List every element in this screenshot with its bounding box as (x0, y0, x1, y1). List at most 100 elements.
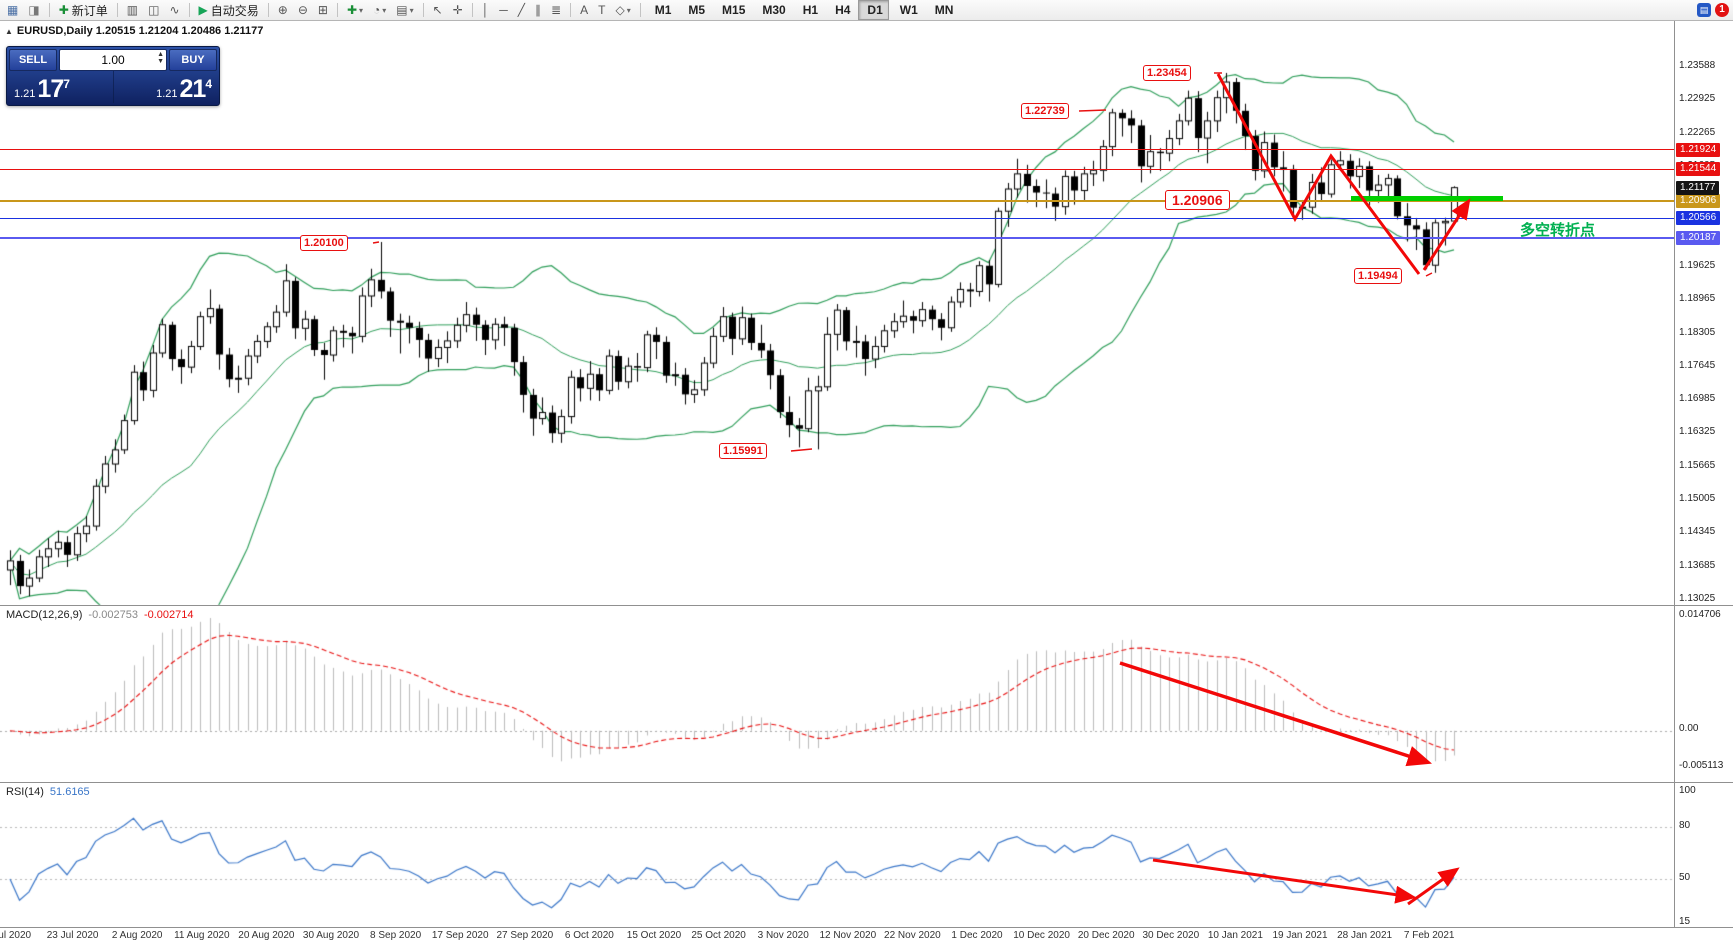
templates-icon[interactable]: ▤ ▾ (396, 3, 414, 17)
volume-input[interactable]: 1.00 ▲ ▼ (59, 49, 167, 71)
main-toolbar: ▦ ◨ ✚ 新订单 ▥ ◫ ∿ ▶ 自动交易 ⊕ ⊖ ⊞ ✚ ▾ ◔ ▾ ▤ ▾ ↖ ✛ │ ─ ╱ ∥ ≣ A T ◇ ▾ M1 M5 M1… (0, 0, 1733, 21)
price-chart-canvas[interactable] (0, 20, 1733, 944)
chart-candles-icon[interactable]: ◫ (148, 3, 160, 17)
zoom-in-icon[interactable]: ⊕ (277, 3, 288, 17)
toolbar-separator (188, 3, 190, 17)
sell-button[interactable]: SELL (9, 49, 57, 71)
date-axis-label: 27 Sep 2020 (496, 930, 554, 941)
date-axis-label: 17 Sep 2020 (431, 930, 489, 941)
date-axis-label: 23 Jul 2020 (46, 930, 99, 941)
timeframe-w1[interactable]: W1 (899, 3, 918, 17)
level-line-1.20566[interactable] (0, 217, 1674, 219)
fibonacci-icon[interactable]: ≣ (551, 3, 562, 17)
tile-windows-icon[interactable]: ⊞ (317, 3, 328, 17)
profiles-icon[interactable]: ◨ (28, 3, 40, 17)
horizontal-line-icon[interactable]: ─ (499, 3, 508, 17)
price-axis-label: 1.16325 (1679, 426, 1716, 438)
toolbar-separator (471, 3, 473, 17)
timeframe-m30[interactable]: M30 (762, 3, 786, 17)
price-axis-label: 1.19625 (1679, 259, 1716, 271)
macd-label-row: MACD(12,26,9) -0.002753 -0.002714 (6, 609, 194, 621)
level-line-1.20187[interactable] (0, 236, 1674, 239)
volume-value: 1.00 (101, 53, 125, 67)
toolbar-separator (422, 3, 424, 17)
macd-value-signal: -0.002714 (143, 609, 194, 621)
shapes-icon[interactable]: ◇ ▾ (615, 3, 631, 17)
auto-trading-button[interactable]: ▶ 自动交易 (198, 3, 259, 18)
date-axis-label: 10 Jan 2021 (1207, 930, 1263, 941)
timeframe-m1[interactable]: M1 (654, 3, 672, 17)
toolbar-separator (336, 3, 338, 17)
date-axis-label: 20 Aug 2020 (238, 930, 295, 941)
date-axis-label: 22 Nov 2020 (884, 930, 941, 941)
label-icon[interactable]: T (598, 3, 606, 17)
indicators-icon[interactable]: ✚ ▾ (346, 3, 364, 17)
level-line-1.21924[interactable] (0, 149, 1674, 151)
volume-down-icon[interactable]: ▼ (157, 58, 164, 65)
price-axis-label: 1.18965 (1679, 293, 1716, 305)
app-icon[interactable]: ▤ (1697, 3, 1711, 17)
text-icon[interactable]: A (580, 3, 589, 17)
macd-value-main: -0.002753 (88, 609, 138, 621)
date-axis-label: 15 Oct 2020 (626, 930, 682, 941)
price-axis-label: 1.22925 (1679, 93, 1716, 105)
buy-price[interactable]: 1.21214 (156, 75, 212, 103)
new-order-button[interactable]: ✚ 新订单 (58, 3, 108, 18)
price-tag-1.22739[interactable]: 1.22739 (1021, 103, 1069, 119)
buy-button[interactable]: BUY (169, 49, 217, 71)
notification-badge[interactable]: 1 (1715, 3, 1729, 17)
date-axis-label: 2 Aug 2020 (111, 930, 163, 941)
timeframe-mn[interactable]: MN (934, 3, 954, 17)
price-tag-1.19494[interactable]: 1.19494 (1354, 268, 1402, 284)
rsi-value: 51.6165 (49, 786, 90, 798)
timeframe-m15[interactable]: M15 (722, 3, 746, 17)
chart-line-icon[interactable]: ∿ (169, 3, 180, 17)
one-click-toggle-icon[interactable]: ▲ (5, 26, 13, 36)
volume-up-icon[interactable]: ▲ (157, 51, 164, 58)
price-axis-label: 1.13025 (1679, 592, 1716, 604)
panel-separator-rsi[interactable] (0, 782, 1733, 783)
date-axis-label: 11 Aug 2020 (174, 930, 230, 941)
periods-icon[interactable]: ◔ ▾ (373, 3, 387, 17)
date-axis-separator (0, 927, 1733, 928)
crosshair-icon[interactable]: ✛ (452, 3, 463, 17)
zoom-out-icon[interactable]: ⊖ (297, 3, 308, 17)
vertical-line-icon[interactable]: │ (481, 3, 490, 17)
chart-bars-icon[interactable]: ▥ (126, 3, 139, 17)
timeframe-h1[interactable]: H1 (802, 3, 819, 17)
price-axis-label: 1.13685 (1679, 559, 1716, 571)
price-axis-box: 1.20906 (1676, 194, 1721, 209)
date-axis-label: 20 Dec 2020 (1077, 930, 1135, 941)
price-tag-1.20906[interactable]: 1.20906 (1165, 190, 1230, 210)
price-tag-1.23454[interactable]: 1.23454 (1143, 65, 1191, 81)
timeframe-d1[interactable]: D1 (858, 0, 889, 20)
price-axis-border[interactable] (1674, 20, 1675, 928)
reversal-note[interactable]: 多空转折点 (1520, 222, 1596, 239)
support-line[interactable] (1351, 196, 1503, 201)
price-tag-1.20100[interactable]: 1.20100 (300, 235, 348, 251)
date-axis-label: 4 Jul 2020 (0, 930, 32, 941)
price-axis-box: 1.21544 (1676, 162, 1721, 177)
chart-info-line: ▲ EURUSD,Daily 1.20515 1.21204 1.20486 1… (5, 25, 263, 37)
channel-icon[interactable]: ∥ (535, 3, 542, 17)
date-axis-label: 30 Aug 2020 (302, 930, 360, 941)
level-line-1.20906[interactable] (0, 200, 1674, 203)
price-tag-1.15991[interactable]: 1.15991 (719, 443, 767, 459)
timeframe-h4[interactable]: H4 (835, 3, 851, 17)
toolbar-separator (116, 3, 118, 17)
date-axis-label: 1 Dec 2020 (951, 930, 1003, 941)
new-chart-icon[interactable]: ▦ (7, 3, 19, 17)
date-axis-label: 7 Feb 2021 (1403, 930, 1455, 941)
price-axis-box: 1.20187 (1676, 230, 1721, 245)
price-axis-box: 1.20566 (1676, 211, 1721, 226)
trendline-icon[interactable]: ╱ (517, 3, 526, 17)
sell-price[interactable]: 1.21177 (14, 75, 70, 103)
panel-separator-macd[interactable] (0, 605, 1733, 606)
price-axis-label: 1.14345 (1679, 526, 1716, 538)
timeframe-m5[interactable]: M5 (688, 3, 706, 17)
date-axis-label: 8 Sep 2020 (370, 930, 422, 941)
cursor-icon[interactable]: ↖ (432, 3, 443, 17)
price-axis-label: 1.17645 (1679, 359, 1716, 371)
level-line-1.21544[interactable] (0, 168, 1674, 170)
